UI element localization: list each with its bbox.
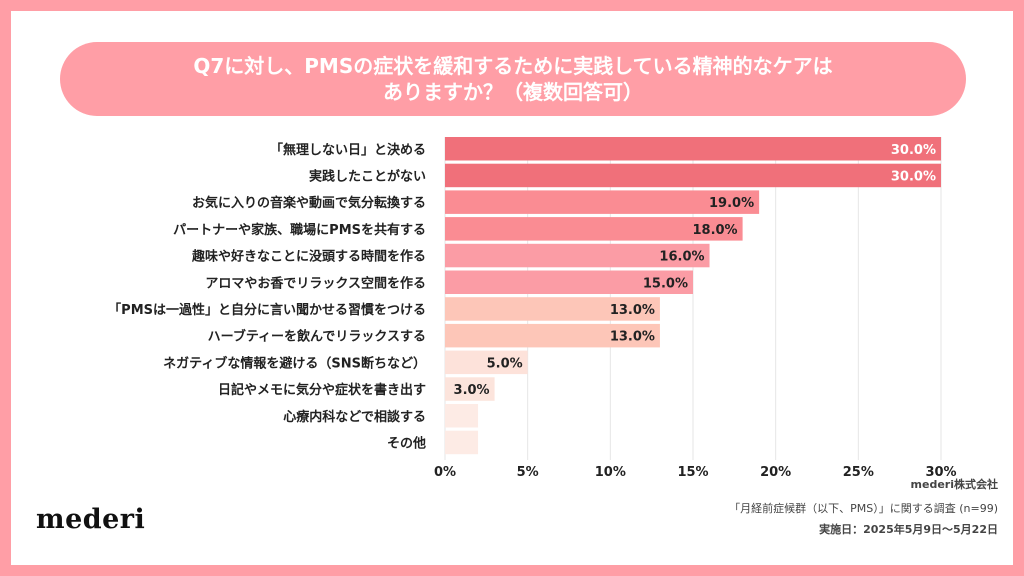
value-label: 3.0% [454, 383, 490, 398]
mederi-logo: mederi [36, 504, 146, 535]
bar [445, 190, 760, 214]
value-label: 15.0% [643, 276, 688, 291]
x-axis-ticks: 0% 5% 10% 15% 20% 25% 30% [434, 465, 957, 480]
footer-company: mederi株式会社 [910, 478, 998, 491]
value-labels: 30.0% 30.0% 19.0% 18.0% 16.0% 15.0% 13.0% 13.0%… [454, 143, 936, 398]
bar [445, 297, 660, 321]
value-label: 5.0% [487, 356, 523, 371]
value-label: 30.0% [891, 143, 936, 158]
category-label: お気に入りの音楽や動画で気分転換する [192, 195, 426, 211]
category-label: パートナーや家族、職場にPMSを共有する [173, 222, 426, 238]
bar [445, 163, 941, 188]
x-tick-label: 25% [843, 465, 874, 480]
category-label: 「無理しない日」と決める [270, 142, 426, 158]
bar [445, 323, 660, 348]
bar [445, 137, 941, 161]
chart-title-banner: Q7に対し、PMSの症状を緩和するために実践している精神的なケアは ありますか？… [60, 42, 966, 116]
category-label: ハーブティーを飲んでリラックスする [208, 329, 426, 345]
bar [445, 377, 495, 401]
footer-survey: 「月経前症候群（以下、PMS）」に関する調査 (n=99) [729, 502, 998, 515]
value-label: 18.0% [692, 223, 737, 238]
value-label: 19.0% [709, 196, 754, 211]
category-label: アロマやお香でリラックス空間を作る [205, 275, 426, 291]
category-label: ネガティブな情報を避ける（SNS断ちなど） [163, 355, 426, 371]
x-tick-label: 30% [925, 465, 956, 480]
x-tick-label: 5% [517, 465, 539, 480]
value-label: 13.0% [610, 303, 655, 318]
chart-title-line-1: Q7に対し、PMSの症状を緩和するために実践している精神的なケアは [193, 54, 833, 78]
x-tick-label: 10% [595, 465, 626, 480]
category-label: その他 [387, 435, 426, 451]
category-labels: 「無理しない日」と決める実践したことがないお気に入りの音楽や動画で気分転換するパ… [108, 142, 426, 452]
value-label: 13.0% [610, 330, 655, 345]
category-label: 「PMSは一過性」と自分に言い聞かせる習慣をつける [108, 302, 426, 318]
x-tick-label: 20% [760, 465, 791, 480]
footer-date: 実施日：2025年5月9日〜5月22日 [819, 523, 998, 536]
category-label: 心療内科などで相談する [283, 409, 426, 425]
value-label: 30.0% [891, 169, 936, 184]
bar [445, 430, 479, 455]
chart-title-line-2: ありますか？（複数回答可） [383, 80, 643, 104]
bar [445, 350, 528, 375]
bars [445, 137, 941, 455]
x-tick-label: 0% [434, 465, 456, 480]
bar [445, 243, 710, 268]
value-label: 16.0% [659, 250, 704, 265]
bar [445, 270, 693, 294]
x-tick-label: 15% [677, 465, 708, 480]
category-label: 日記やメモに気分や症状を書き出す [218, 382, 426, 398]
category-label: 実践したことがない [309, 168, 426, 184]
bar [445, 404, 479, 428]
category-label: 趣味や好きなことに没頭する時間を作る [191, 249, 426, 265]
bar [445, 217, 743, 241]
